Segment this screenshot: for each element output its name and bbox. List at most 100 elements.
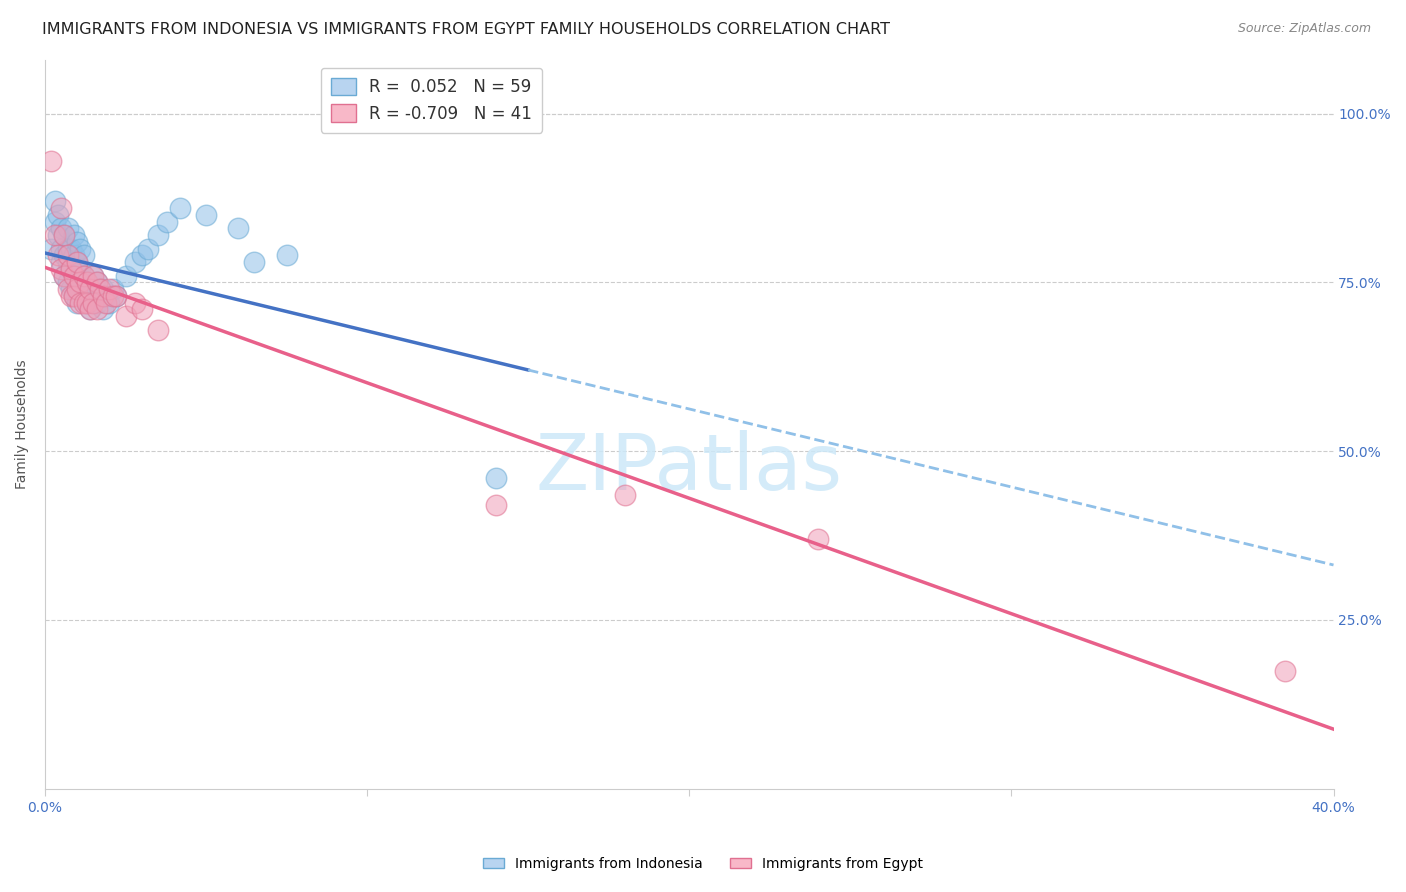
Point — [66, 295, 89, 310]
Point — [72, 289, 94, 303]
Point — [86, 276, 108, 290]
Point — [156, 214, 179, 228]
Point — [41, 242, 63, 256]
Point — [63, 268, 86, 283]
Point — [44, 214, 66, 228]
Point — [79, 302, 101, 317]
Point — [59, 261, 82, 276]
Point — [56, 221, 79, 235]
Point — [485, 498, 508, 512]
Point — [66, 276, 89, 290]
Point — [72, 295, 94, 310]
Point — [131, 248, 153, 262]
Point — [56, 255, 79, 269]
Point — [76, 295, 98, 310]
Point — [82, 289, 104, 303]
Point — [91, 289, 114, 303]
Point — [59, 289, 82, 303]
Point — [69, 242, 91, 256]
Point — [49, 201, 72, 215]
Point — [69, 282, 91, 296]
Point — [613, 488, 636, 502]
Point — [86, 302, 108, 317]
Point — [89, 282, 111, 296]
Point — [53, 268, 76, 283]
Point — [114, 309, 136, 323]
Point — [44, 228, 66, 243]
Point — [56, 242, 79, 256]
Legend: Immigrants from Indonesia, Immigrants from Egypt: Immigrants from Indonesia, Immigrants fr… — [477, 851, 929, 876]
Point — [104, 289, 127, 303]
Point — [53, 228, 76, 243]
Point — [49, 255, 72, 269]
Point — [72, 268, 94, 283]
Point — [41, 153, 63, 168]
Point — [91, 282, 114, 296]
Point — [69, 276, 91, 290]
Point — [79, 282, 101, 296]
Point — [56, 248, 79, 262]
Point — [53, 228, 76, 243]
Point — [124, 295, 146, 310]
Legend: R =  0.052   N = 59, R = -0.709   N = 41: R = 0.052 N = 59, R = -0.709 N = 41 — [321, 68, 543, 133]
Point — [96, 295, 118, 310]
Point — [485, 471, 508, 485]
Point — [82, 268, 104, 283]
Point — [72, 268, 94, 283]
Point — [76, 295, 98, 310]
Point — [56, 276, 79, 290]
Point — [82, 268, 104, 283]
Point — [63, 289, 86, 303]
Point — [243, 255, 266, 269]
Point — [63, 268, 86, 283]
Point — [72, 248, 94, 262]
Point — [49, 242, 72, 256]
Point — [124, 255, 146, 269]
Point — [79, 282, 101, 296]
Point — [169, 201, 191, 215]
Point — [63, 248, 86, 262]
Y-axis label: Family Households: Family Households — [15, 359, 30, 489]
Point — [101, 282, 124, 296]
Point — [195, 208, 218, 222]
Point — [98, 295, 121, 310]
Point — [86, 276, 108, 290]
Point — [89, 282, 111, 296]
Point — [101, 289, 124, 303]
Point — [59, 282, 82, 296]
Point — [91, 302, 114, 317]
Point — [69, 295, 91, 310]
Point — [53, 248, 76, 262]
Point — [56, 282, 79, 296]
Point — [131, 302, 153, 317]
Point — [53, 268, 76, 283]
Point — [66, 255, 89, 269]
Point — [46, 248, 69, 262]
Point — [146, 323, 169, 337]
Point — [66, 255, 89, 269]
Point — [276, 248, 298, 262]
Point — [1274, 664, 1296, 678]
Point — [63, 289, 86, 303]
Text: Source: ZipAtlas.com: Source: ZipAtlas.com — [1237, 22, 1371, 36]
Point — [59, 261, 82, 276]
Point — [104, 289, 127, 303]
Point — [82, 295, 104, 310]
Point — [76, 276, 98, 290]
Point — [49, 261, 72, 276]
Point — [49, 221, 72, 235]
Text: IMMIGRANTS FROM INDONESIA VS IMMIGRANTS FROM EGYPT FAMILY HOUSEHOLDS CORRELATION: IMMIGRANTS FROM INDONESIA VS IMMIGRANTS … — [42, 22, 890, 37]
Point — [79, 302, 101, 317]
Point — [96, 289, 118, 303]
Point — [46, 208, 69, 222]
Point — [66, 235, 89, 249]
Point — [136, 242, 159, 256]
Point — [86, 295, 108, 310]
Point — [146, 228, 169, 243]
Point — [59, 242, 82, 256]
Point — [69, 261, 91, 276]
Point — [807, 532, 830, 546]
Text: ZIPatlas: ZIPatlas — [536, 430, 842, 506]
Point — [66, 282, 89, 296]
Point — [76, 276, 98, 290]
